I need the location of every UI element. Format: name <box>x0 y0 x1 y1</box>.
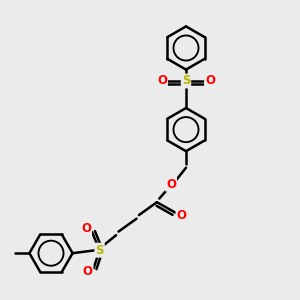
Text: S: S <box>95 244 104 257</box>
Text: O: O <box>176 208 187 222</box>
Text: O: O <box>205 74 215 88</box>
Text: O: O <box>166 178 176 191</box>
Text: O: O <box>157 74 167 88</box>
Text: O: O <box>82 265 93 278</box>
Text: S: S <box>182 74 190 88</box>
Text: O: O <box>81 222 91 235</box>
